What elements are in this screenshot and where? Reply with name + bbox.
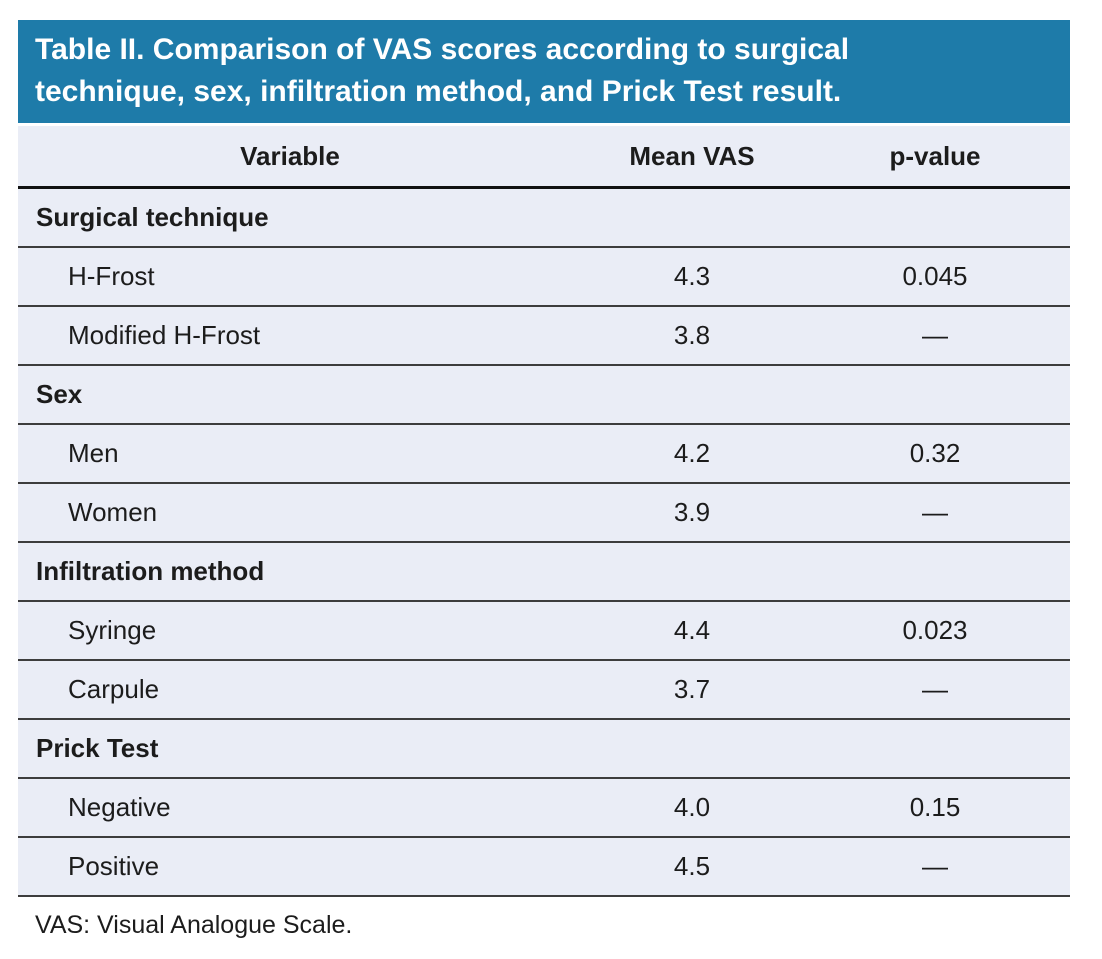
section-label: Surgical technique bbox=[18, 187, 1070, 248]
variable-cell: Modified H-Frost bbox=[18, 306, 562, 366]
table-row-h-frost: H-Frost 4.3 0.045 bbox=[18, 247, 1070, 307]
p-value-cell: 0.32 bbox=[822, 424, 1070, 484]
section-row-prick-test: Prick Test bbox=[18, 719, 1070, 779]
table-row-syringe: Syringe 4.4 0.023 bbox=[18, 601, 1070, 661]
mean-vas-cell: 4.2 bbox=[562, 424, 822, 484]
variable-cell: Negative bbox=[18, 778, 562, 838]
mean-vas-cell: 4.5 bbox=[562, 837, 822, 897]
p-value-cell: — bbox=[822, 306, 1070, 366]
variable-cell: Syringe bbox=[18, 601, 562, 661]
variable-cell: H-Frost bbox=[18, 247, 562, 307]
variable-cell: Men bbox=[18, 424, 562, 484]
column-header-variable: Variable bbox=[18, 126, 562, 189]
section-row-infiltration-method: Infiltration method bbox=[18, 542, 1070, 602]
table-title-line-2: technique, sex, infiltration method, and… bbox=[35, 75, 842, 108]
p-value-cell: — bbox=[822, 660, 1070, 720]
section-row-sex: Sex bbox=[18, 365, 1070, 425]
column-header-mean-vas: Mean VAS bbox=[562, 126, 822, 189]
column-header-p-value: p-value bbox=[822, 126, 1070, 189]
variable-cell: Women bbox=[18, 483, 562, 543]
p-value-cell: 0.023 bbox=[822, 601, 1070, 661]
table-title-line-1: Table II. Comparison of VAS scores accor… bbox=[35, 33, 850, 66]
table-row-modified-h-frost: Modified H-Frost 3.8 — bbox=[18, 306, 1070, 366]
mean-vas-cell: 4.4 bbox=[562, 601, 822, 661]
mean-vas-cell: 3.9 bbox=[562, 483, 822, 543]
mean-vas-cell: 3.7 bbox=[562, 660, 822, 720]
section-label: Infiltration method bbox=[18, 542, 1070, 602]
table-footnote: VAS: Visual Analogue Scale. bbox=[35, 911, 353, 939]
table-row-positive: Positive 4.5 — bbox=[18, 837, 1070, 897]
table-row-women: Women 3.9 — bbox=[18, 483, 1070, 543]
table-row-men: Men 4.2 0.32 bbox=[18, 424, 1070, 484]
variable-cell: Carpule bbox=[18, 660, 562, 720]
p-value-cell: — bbox=[822, 483, 1070, 543]
section-label: Sex bbox=[18, 365, 1070, 425]
p-value-cell: 0.045 bbox=[822, 247, 1070, 307]
p-value-cell: — bbox=[822, 837, 1070, 897]
table-row-negative: Negative 4.0 0.15 bbox=[18, 778, 1070, 838]
mean-vas-cell: 4.0 bbox=[562, 778, 822, 838]
section-label: Prick Test bbox=[18, 719, 1070, 779]
column-header-row: Variable Mean VAS p-value bbox=[18, 126, 1070, 189]
p-value-cell: 0.15 bbox=[822, 778, 1070, 838]
vas-comparison-table: Variable Mean VAS p-value Surgical techn… bbox=[18, 126, 1070, 897]
table-title-banner: Table II. Comparison of VAS scores accor… bbox=[18, 20, 1070, 123]
section-row-surgical-technique: Surgical technique bbox=[18, 187, 1070, 248]
mean-vas-cell: 3.8 bbox=[562, 306, 822, 366]
variable-cell: Positive bbox=[18, 837, 562, 897]
table-row-carpule: Carpule 3.7 — bbox=[18, 660, 1070, 720]
mean-vas-cell: 4.3 bbox=[562, 247, 822, 307]
